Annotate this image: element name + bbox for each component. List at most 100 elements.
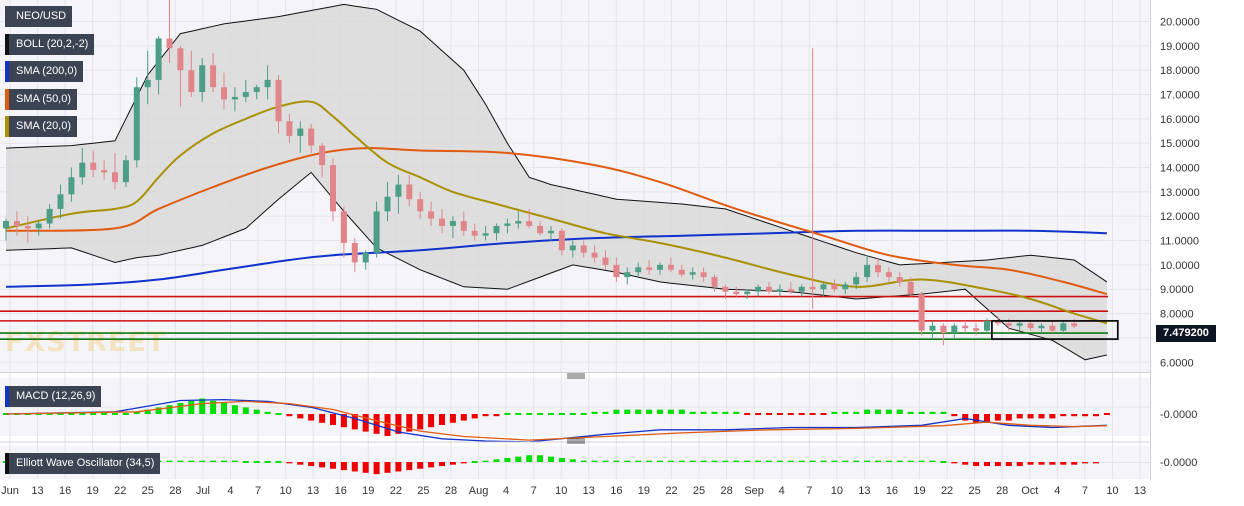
candle-body (678, 269, 685, 275)
macd-histogram-bar (548, 413, 554, 415)
time-tick-label: Jul (196, 485, 210, 497)
legend-sma-20[interactable]: SMA (20,0) (5, 116, 78, 137)
time-tick-label: 19 (638, 485, 650, 497)
macd-histogram-bar (700, 411, 707, 414)
candle-body (657, 264, 663, 270)
time-tick-label: 7 (1082, 485, 1088, 497)
ewo-histogram-bar (231, 460, 238, 462)
time-tick-label: 4 (1054, 485, 1060, 497)
macd-histogram-bar (875, 409, 881, 414)
macd-histogram-bar (624, 409, 631, 414)
watermark: FXSTREET (5, 327, 166, 358)
candle-body (755, 286, 762, 292)
candle-body (907, 281, 914, 295)
ewo-histogram-bar (439, 462, 445, 467)
candle-body (1060, 323, 1067, 331)
candle-body (558, 230, 565, 251)
legend-swatch (5, 116, 9, 137)
ewo-histogram-bar (471, 461, 478, 463)
price-tick-label: 16.0000 (1160, 114, 1200, 126)
ewo-histogram-bar (798, 460, 805, 462)
ewo-histogram-bar (602, 460, 609, 462)
macd-histogram-bar (787, 413, 794, 415)
macd-histogram-bar (439, 414, 445, 425)
time-axis: Jun 13 16 19 22 25 28 Jul 4 7 10 13 16 19 22 25 28 Aug 4 7 1… (1, 485, 1146, 497)
candle-body (406, 184, 413, 200)
candle-body (330, 165, 336, 212)
legend-sma-50[interactable]: SMA (50,0) (5, 88, 78, 110)
candle-body (569, 245, 576, 251)
macd-histogram-bar (90, 413, 97, 415)
candle-body (624, 272, 631, 278)
ewo-histogram-bar (330, 462, 336, 469)
macd-histogram-bar (580, 413, 587, 415)
candle-body (122, 160, 129, 183)
legend-sma-200[interactable]: SMA (200,0) (5, 61, 84, 82)
ewo-histogram-bar (340, 462, 347, 471)
candle-body (1016, 323, 1023, 326)
candle-body (875, 264, 881, 273)
price-axis: 20.0000 19.0000 18.0000 17.0000 16.0000 15.00… (1160, 16, 1200, 369)
macd-histogram-bar (831, 411, 838, 414)
ewo-histogram-bar (646, 460, 653, 462)
macd-histogram-bar (362, 414, 369, 432)
ewo-histogram-bar (166, 460, 173, 462)
candle-body (613, 264, 620, 278)
time-tick-label: 25 (417, 485, 429, 497)
candle-body (602, 257, 609, 265)
candle-body (504, 223, 511, 226)
candle-body (166, 38, 173, 49)
candle-body (994, 320, 1001, 324)
candle-body (984, 320, 990, 331)
ewo-histogram-bar (449, 462, 456, 465)
ewo-histogram-bar (733, 460, 740, 462)
price-tick-label: 6.0000 (1160, 357, 1194, 369)
ewo-histogram-bar (569, 459, 576, 462)
macd-histogram-bar (308, 414, 315, 421)
pane-separators[interactable] (0, 0, 1151, 480)
ewo-histogram-bar (907, 460, 914, 462)
candle-body (635, 267, 642, 273)
ewo-histogram-bar (711, 460, 718, 462)
legend-ewo[interactable]: Elliott Wave Oscillator (34,5) (5, 453, 161, 474)
ewo-histogram-bar (885, 460, 892, 462)
ewo-histogram-bar (1038, 462, 1045, 465)
macd-histogram-bar (842, 411, 849, 414)
candle-body (711, 277, 718, 287)
candle-body (112, 172, 118, 183)
time-tick-label: 16 (610, 485, 622, 497)
sma-50-line (5, 147, 1108, 296)
ewo-histogram-bar (842, 460, 849, 462)
range-box[interactable] (991, 319, 1119, 341)
macd-histogram-bar (984, 414, 990, 423)
candle-body (90, 162, 97, 170)
time-tick-label: 10 (1106, 485, 1118, 497)
ewo-histogram-bar (297, 462, 304, 465)
ewo-histogram-bar (853, 460, 860, 462)
ewo-histogram-bar (308, 462, 315, 467)
macd-histogram-bar (449, 414, 456, 423)
candle-body (297, 128, 304, 136)
ewo-histogram-bar (253, 461, 260, 463)
macd-histogram-bar (406, 414, 413, 432)
time-tick-label: 4 (227, 485, 233, 497)
ewo-histogram-bar (744, 460, 751, 462)
candle-body (722, 286, 729, 292)
candle-body (689, 272, 696, 275)
candle-body (155, 38, 162, 80)
legend-neo-usd[interactable]: NEO/USD (5, 6, 73, 27)
candle-body (210, 65, 217, 88)
legend-label: SMA (200,0) (16, 65, 78, 77)
macd-histogram-bar (1049, 414, 1056, 419)
macd-histogram-bar (471, 414, 478, 419)
candle-body (3, 221, 9, 229)
macd-histogram-bar (951, 414, 958, 417)
price-tick-label: 13.0000 (1160, 187, 1200, 199)
legend-macd[interactable]: MACD (12,26,9) (5, 386, 102, 407)
ewo-axis-label: -0.0000 (1160, 457, 1197, 469)
candle-body (940, 325, 947, 334)
ewo-histogram-bar (1016, 462, 1023, 467)
legend-boll[interactable]: BOLL (20,2,-2) (5, 33, 95, 55)
